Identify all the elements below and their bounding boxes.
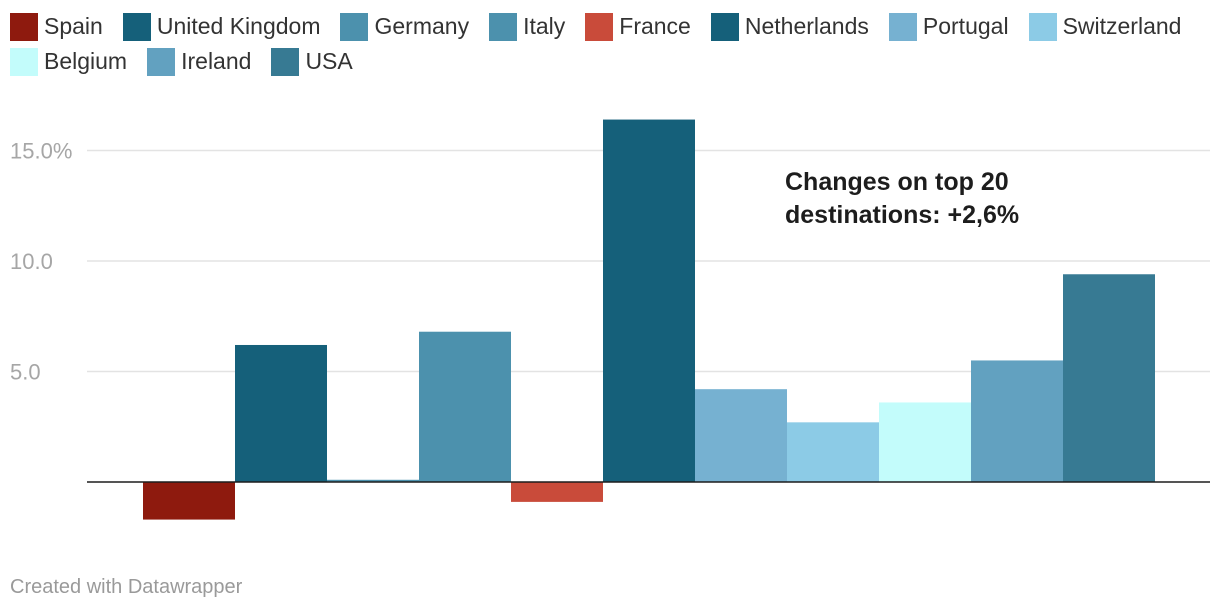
legend-label: Ireland — [181, 48, 252, 74]
legend-swatch — [710, 12, 739, 41]
bar-germany — [327, 479, 419, 482]
legend-label: Switzerland — [1062, 13, 1182, 39]
bar-united-kingdom — [235, 344, 327, 482]
legend-label: Spain — [44, 13, 103, 39]
annotation-line: destinations: +2,6% — [785, 201, 1019, 229]
legend-swatch — [10, 12, 38, 41]
legend-swatch — [489, 12, 518, 41]
footer-credit: Created with Datawrapper — [10, 576, 243, 598]
legend-swatch — [147, 47, 176, 76]
legend-label: Italy — [523, 13, 566, 39]
legend-swatch — [585, 12, 614, 41]
legend-item-belgium: Belgium — [10, 47, 127, 76]
legend-label: Portugal — [922, 13, 1009, 39]
legend-item-united-kingdom: United Kingdom — [122, 12, 321, 41]
legend-item-netherlands: Netherlands — [710, 12, 869, 41]
y-tick-label: 15.0% — [10, 139, 72, 164]
legend-swatch — [10, 47, 38, 76]
legend-item-usa: USA — [271, 47, 353, 76]
bar-belgium — [879, 402, 971, 482]
bar-italy — [419, 331, 511, 482]
legend-item-switzerland: Switzerland — [1028, 12, 1182, 41]
legend-label: Belgium — [44, 48, 128, 74]
legend-item-france: France — [585, 12, 691, 41]
legend-item-germany: Germany — [340, 12, 469, 41]
bar-switzerland — [787, 422, 879, 482]
legend-label: Germany — [374, 13, 470, 39]
y-tick-label: 10.0 — [10, 249, 53, 274]
legend-swatch — [122, 12, 151, 41]
legend-label: France — [619, 13, 691, 39]
legend-item-italy: Italy — [489, 12, 565, 41]
bar-spain — [143, 482, 235, 520]
legend-label: USA — [305, 48, 353, 74]
y-tick-label: 5.0 — [10, 360, 41, 385]
legend-swatch — [1028, 12, 1057, 41]
annotation: Changes on top 20 destinations: +2,6% — [785, 168, 1019, 229]
bars — [143, 119, 1155, 520]
legend-swatch — [271, 47, 300, 76]
bar-portugal — [695, 389, 787, 482]
legend-item-ireland: Ireland — [147, 47, 251, 76]
bar-netherlands — [603, 119, 695, 482]
legend-item-portugal: Portugal — [888, 12, 1009, 41]
bar-usa — [1063, 274, 1155, 482]
legend-item-spain: Spain — [10, 12, 103, 41]
chart-legend: Spain United Kingdom Germany Italy France Net… — [10, 12, 1215, 76]
legend-swatch — [888, 12, 917, 41]
bar-ireland — [971, 360, 1063, 482]
legend-swatch — [340, 12, 369, 41]
annotation-line: Changes on top 20 — [785, 168, 1009, 196]
bar-france — [511, 482, 603, 502]
legend-label: Netherlands — [744, 13, 869, 39]
legend-label: United Kingdom — [156, 13, 321, 39]
